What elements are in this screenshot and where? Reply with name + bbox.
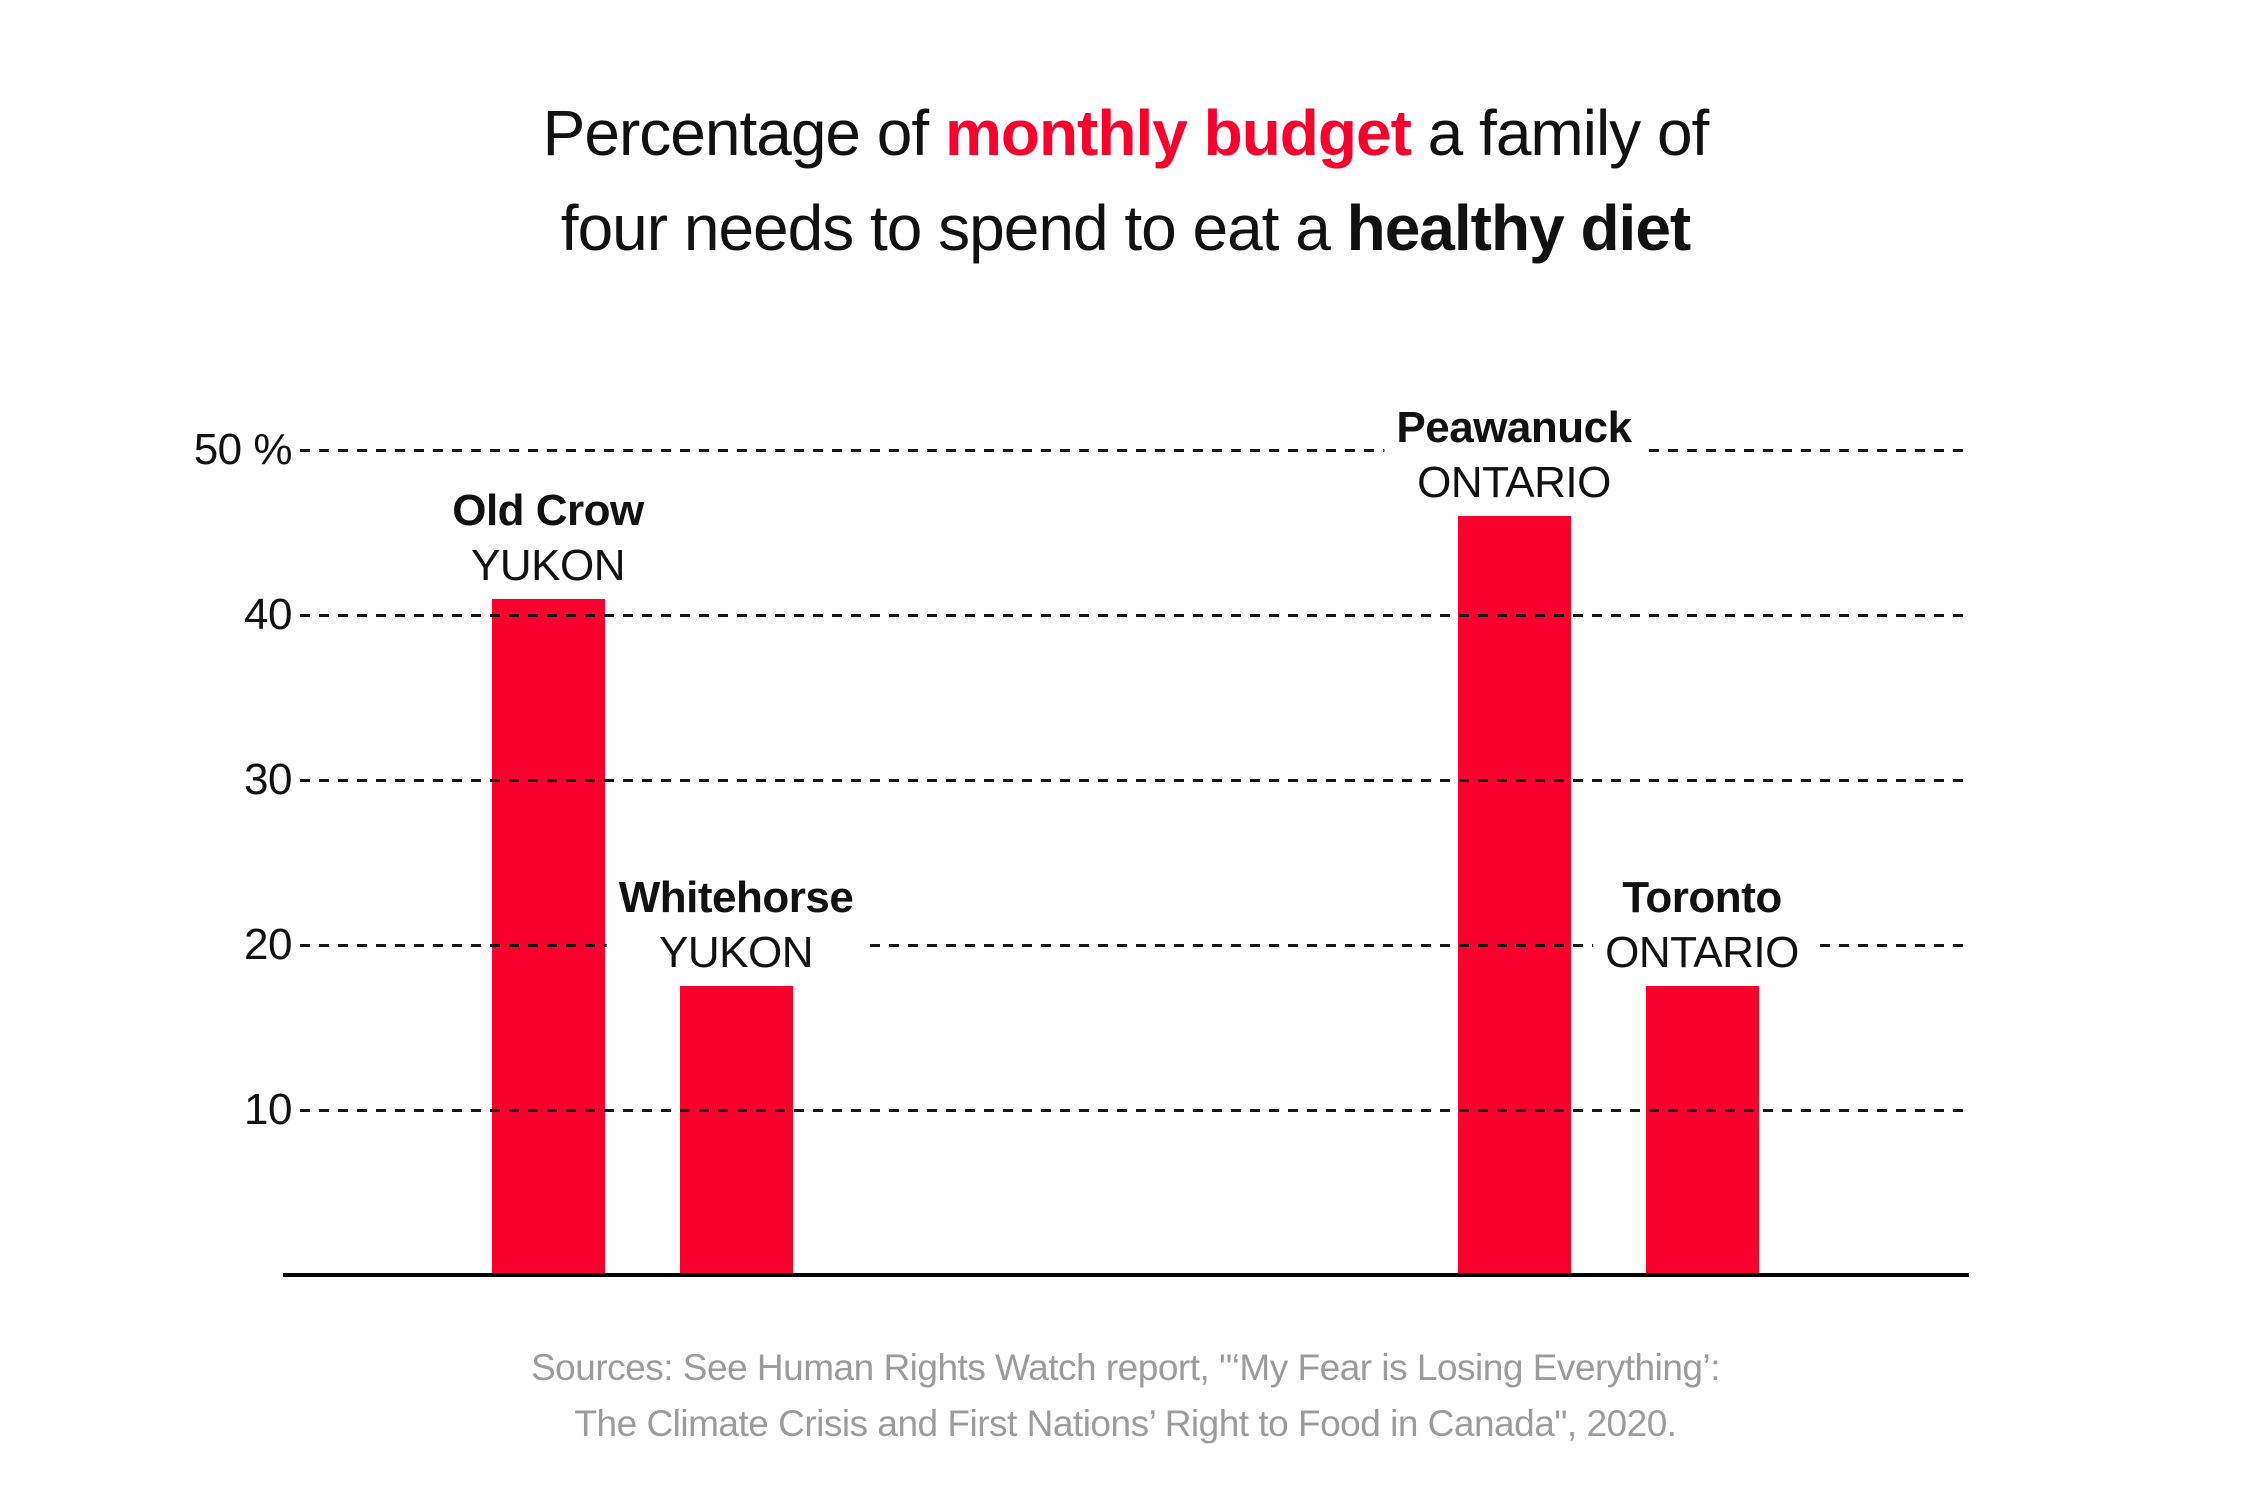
- bar-peawanuck: [1457, 516, 1571, 1275]
- bar-label-whitehorse: Whitehorse YUKON: [606, 868, 866, 983]
- bar-label-region: ONTARIO: [1417, 458, 1611, 507]
- y-axis-tick-label-10: 10: [244, 1085, 292, 1134]
- y-axis-tick-label-30: 30: [244, 755, 292, 804]
- gridline-10: [300, 1109, 1970, 1112]
- bar-label-toronto: Toronto ONTARIO: [1593, 868, 1811, 983]
- bar-whitehorse: [679, 986, 793, 1275]
- y-axis-tick-label-40: 40: [244, 590, 292, 639]
- bar-label-city: Old Crow: [452, 485, 644, 535]
- bar-toronto: [1645, 986, 1759, 1275]
- bar-label-city: Peawanuck: [1396, 403, 1632, 452]
- gridline-30: [300, 779, 1970, 782]
- bar-old-crow: [491, 598, 605, 1275]
- title-segment: Percentage of: [542, 97, 945, 169]
- title-segment: a family of: [1410, 97, 1710, 169]
- gridline-20: [300, 944, 1970, 947]
- title-segment: four needs to spend to eat a: [560, 192, 1347, 264]
- bar-label-region: YUKON: [471, 540, 625, 590]
- source-line-2: The Climate Crisis and First Nations’ Ri…: [574, 1403, 1677, 1444]
- chart-title-line-2: four needs to spend to eat a healthy die…: [0, 181, 2251, 276]
- title-segment-healthy-diet: healthy diet: [1346, 192, 1692, 264]
- bar-label-region: ONTARIO: [1605, 928, 1799, 978]
- bar-label-peawanuck: Peawanuck ONTARIO: [1384, 398, 1644, 512]
- gridline-40: [300, 614, 1970, 617]
- bar-label-city: Toronto: [1622, 873, 1782, 923]
- bar-label-region: YUKON: [659, 928, 813, 978]
- title-segment-monthly-budget: monthly budget: [944, 97, 1412, 169]
- y-axis-tick-label-20: 20: [244, 920, 292, 969]
- bar-label-city: Whitehorse: [618, 873, 854, 923]
- source-line-1: Sources: See Human Rights Watch report, …: [530, 1347, 1721, 1388]
- bar-label-old-crow: Old Crow YUKON: [440, 480, 656, 595]
- gridline-50: [300, 449, 1970, 452]
- source-note: Sources: See Human Rights Watch report, …: [0, 1340, 2251, 1452]
- chart-title-line-1: Percentage of monthly budget a family of: [0, 86, 2251, 181]
- chart-title: Percentage of monthly budget a family of…: [0, 86, 2251, 276]
- x-axis-line: [283, 1273, 1969, 1277]
- y-axis-tick-label-50: 50 %: [193, 425, 293, 474]
